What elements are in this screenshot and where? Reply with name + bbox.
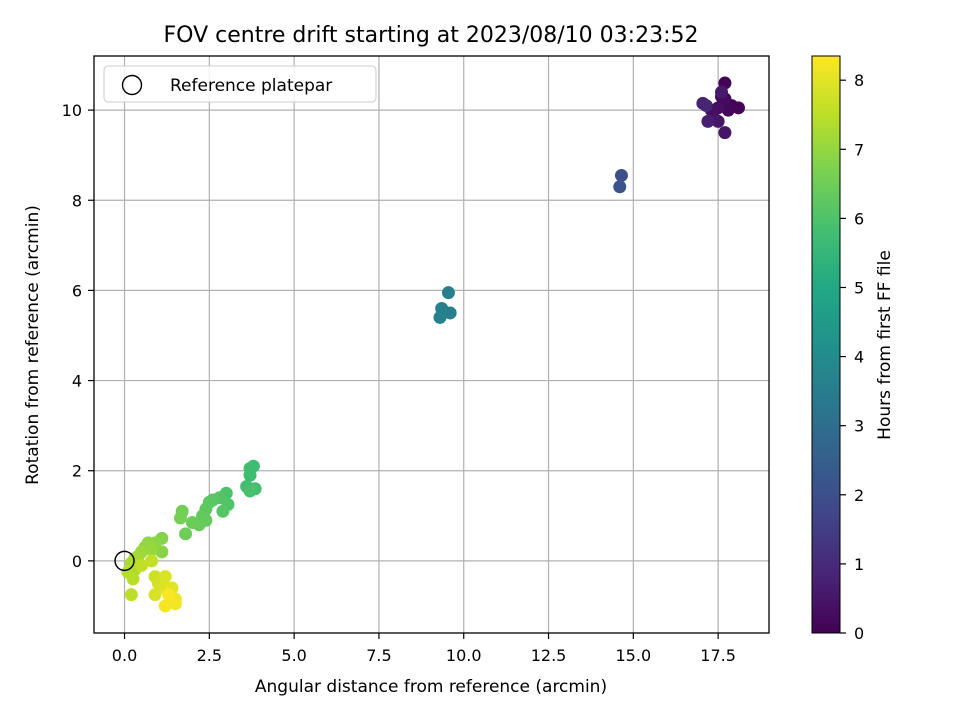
data-point: [243, 484, 257, 498]
data-point: [179, 527, 193, 541]
colorbar-tick-label: 1: [854, 555, 864, 574]
plot-frame: [93, 55, 770, 634]
data-point: [155, 545, 169, 559]
x-tick-label: 15.0: [616, 646, 652, 665]
data-point: [124, 588, 138, 602]
colorbar-tick-label: 4: [854, 348, 864, 367]
y-tick-label: 0: [72, 552, 82, 571]
x-tick-label: 0.0: [112, 646, 137, 665]
x-tick-label: 17.5: [700, 646, 736, 665]
colorbar: [811, 55, 841, 634]
colorbar-tick-label: 6: [854, 209, 864, 228]
data-point: [721, 103, 735, 117]
data-point: [715, 85, 729, 99]
colorbar-tick-label: 8: [854, 71, 864, 90]
y-axis-ticks: 0 2 4 6 8 10: [62, 101, 94, 571]
y-tick-label: 8: [72, 191, 82, 210]
data-point: [158, 599, 172, 613]
data-point: [243, 468, 257, 482]
data-point: [148, 588, 162, 602]
x-axis-ticks: 0.0 2.5 5.0 7.5 10.0 12.5 15.0 17.5: [112, 633, 736, 665]
data-point: [134, 558, 148, 572]
data-point: [731, 101, 745, 115]
data-point: [441, 286, 455, 300]
colorbar-tick-label: 3: [854, 417, 864, 436]
legend-box: [103, 65, 377, 103]
y-axis-label: Rotation from reference (arcmin): [23, 205, 43, 485]
data-point: [699, 99, 713, 113]
chart-title: FOV centre drift starting at 2023/08/10 …: [164, 23, 699, 48]
colorbar-tick-label: 5: [854, 278, 864, 297]
x-tick-label: 10.0: [446, 646, 482, 665]
colorbar-ticks: 0 1 2 3 4 5 6 7 8: [840, 71, 864, 643]
colorbar-tick-label: 0: [854, 624, 864, 643]
y-tick-label: 10: [62, 101, 82, 120]
legend-entry-label: Reference platepar: [170, 76, 332, 96]
data-point: [711, 114, 725, 128]
x-tick-label: 5.0: [281, 646, 306, 665]
x-tick-label: 2.5: [197, 646, 222, 665]
data-point: [145, 543, 159, 557]
x-tick-label: 12.5: [531, 646, 567, 665]
data-point: [433, 310, 447, 324]
x-tick-label: 7.5: [366, 646, 391, 665]
data-point: [613, 180, 627, 194]
y-tick-label: 4: [72, 372, 82, 391]
data-point: [718, 126, 732, 140]
y-tick-label: 2: [72, 462, 82, 481]
y-tick-label: 6: [72, 281, 82, 300]
reference-platepar-marker: [114, 550, 135, 572]
colorbar-tick-label: 7: [854, 140, 864, 159]
data-point: [158, 570, 172, 584]
data-point: [701, 114, 715, 128]
data-point: [185, 516, 199, 530]
x-axis-label: Angular distance from reference (arcmin): [255, 677, 607, 697]
colorbar-label: Hours from first FF file: [875, 250, 895, 440]
data-point: [173, 511, 187, 525]
data-point: [614, 168, 628, 182]
legend: Reference platepar: [103, 65, 377, 103]
data-point: [145, 554, 159, 568]
data-point: [162, 588, 176, 602]
legend-marker-open-circle: [121, 74, 143, 96]
data-point: [168, 597, 182, 611]
scatter-points: [121, 76, 745, 613]
reference-marker-layer: [114, 550, 135, 572]
data-point: [126, 572, 140, 586]
grid-lines: [94, 56, 769, 633]
data-point: [216, 504, 230, 518]
colorbar-tick-label: 2: [854, 486, 864, 505]
